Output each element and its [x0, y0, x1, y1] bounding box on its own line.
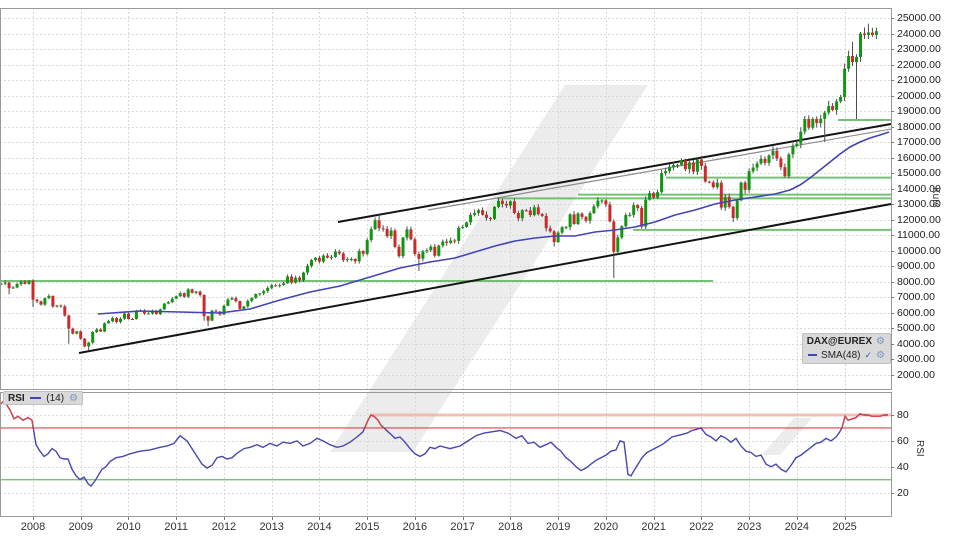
rsi-axis-label: 60 — [897, 434, 909, 447]
rsi-line — [0, 399, 888, 488]
price-axis-label: 10000.00 — [897, 244, 941, 257]
price-axis-label: 5000.00 — [897, 322, 935, 335]
year-axis-label: 2024 — [784, 521, 810, 533]
price-axis-label: 15000.00 — [897, 167, 941, 180]
price-axis-label: 8000.00 — [897, 275, 935, 288]
year-axis-label: 2022 — [689, 521, 714, 533]
price-axis-label: 16000.00 — [897, 151, 941, 164]
year-axis-label: 2010 — [116, 521, 141, 533]
price-axis-label: 22000.00 — [897, 58, 941, 71]
year-axis-label: 2017 — [450, 521, 475, 533]
instrument-label: DAX@EUREX — [806, 336, 873, 348]
price-axis-label: 12000.00 — [897, 213, 941, 226]
year-axis-label: 2014 — [307, 521, 332, 533]
price-axis-label: 14000.00 — [897, 182, 941, 195]
rsi-line-swatch — [29, 397, 42, 399]
price-axis-label: 24000.00 — [897, 27, 941, 40]
main-legend: DAX@EUREX ⚙ SMA(48) ✓ ⚙ — [802, 333, 891, 364]
rsi-legend: RSI (14) ⚙ — [3, 391, 83, 405]
year-axis-label: 2025 — [832, 521, 857, 533]
rsi-axis-label: 40 — [897, 460, 909, 473]
price-axis-label: 21000.00 — [897, 74, 941, 87]
price-axis-label: 19000.00 — [897, 105, 941, 118]
year-axis-label: 2019 — [545, 521, 571, 533]
price-axis-label: 25000.00 — [897, 12, 941, 24]
year-axis-label: 2011 — [164, 521, 189, 533]
rsi-settings-gear-icon[interactable]: ⚙ — [69, 392, 78, 404]
candlestick-series — [0, 23, 878, 351]
trendlines — [78, 123, 892, 354]
sma-visible-checkbox[interactable]: ✓ — [864, 349, 873, 360]
kurs-axis-title: Kurs — [930, 187, 941, 208]
sma-settings-gear-icon[interactable]: ⚙ — [876, 349, 885, 361]
sma-line-swatch — [808, 354, 818, 357]
year-axis-label: 2021 — [641, 521, 666, 533]
rsi-axis-label: 20 — [897, 486, 909, 499]
price-axis-label: 20000.00 — [897, 89, 941, 102]
year-axis-label: 2018 — [498, 521, 523, 533]
support-lines — [0, 118, 891, 283]
price-axis-label: 17000.00 — [897, 136, 941, 149]
price-axis-label: 7000.00 — [897, 291, 935, 304]
year-axis-label: 2012 — [211, 521, 237, 533]
price-axis-label: 18000.00 — [897, 120, 941, 133]
price-axis-label: 2000.00 — [897, 369, 935, 381]
price-axis-label: 23000.00 — [897, 43, 941, 56]
year-axis-label: 2020 — [593, 521, 619, 533]
price-axis-label: 11000.00 — [897, 229, 941, 242]
watermark — [330, 85, 812, 455]
year-axis-label: 2008 — [20, 521, 46, 533]
panel-borders — [0, 8, 892, 517]
instrument-settings-gear-icon[interactable]: ⚙ — [876, 336, 885, 348]
price-axis-label: 3000.00 — [897, 353, 935, 366]
year-axis-label: 2013 — [259, 521, 284, 533]
rsi-axis-label: 80 — [897, 409, 909, 421]
axis-ticks — [33, 18, 894, 520]
year-axis-label: 2023 — [736, 521, 762, 533]
rsi-axis-title: RSI — [914, 440, 925, 457]
price-axis-label: 13000.00 — [897, 198, 941, 211]
year-axis-label: 2009 — [68, 521, 93, 533]
price-axis-label: 9000.00 — [897, 260, 935, 273]
year-axis-label: 2015 — [354, 521, 380, 533]
rsi-title: RSI — [8, 392, 25, 404]
price-axis-label: 4000.00 — [897, 337, 935, 350]
sma-line — [97, 131, 890, 315]
sma-label: SMA(48) — [821, 349, 861, 361]
rsi-period-label: (14) — [46, 392, 65, 404]
grid — [0, 8, 891, 517]
year-axis-label: 2016 — [402, 521, 428, 533]
price-axis-label: 6000.00 — [897, 306, 935, 319]
